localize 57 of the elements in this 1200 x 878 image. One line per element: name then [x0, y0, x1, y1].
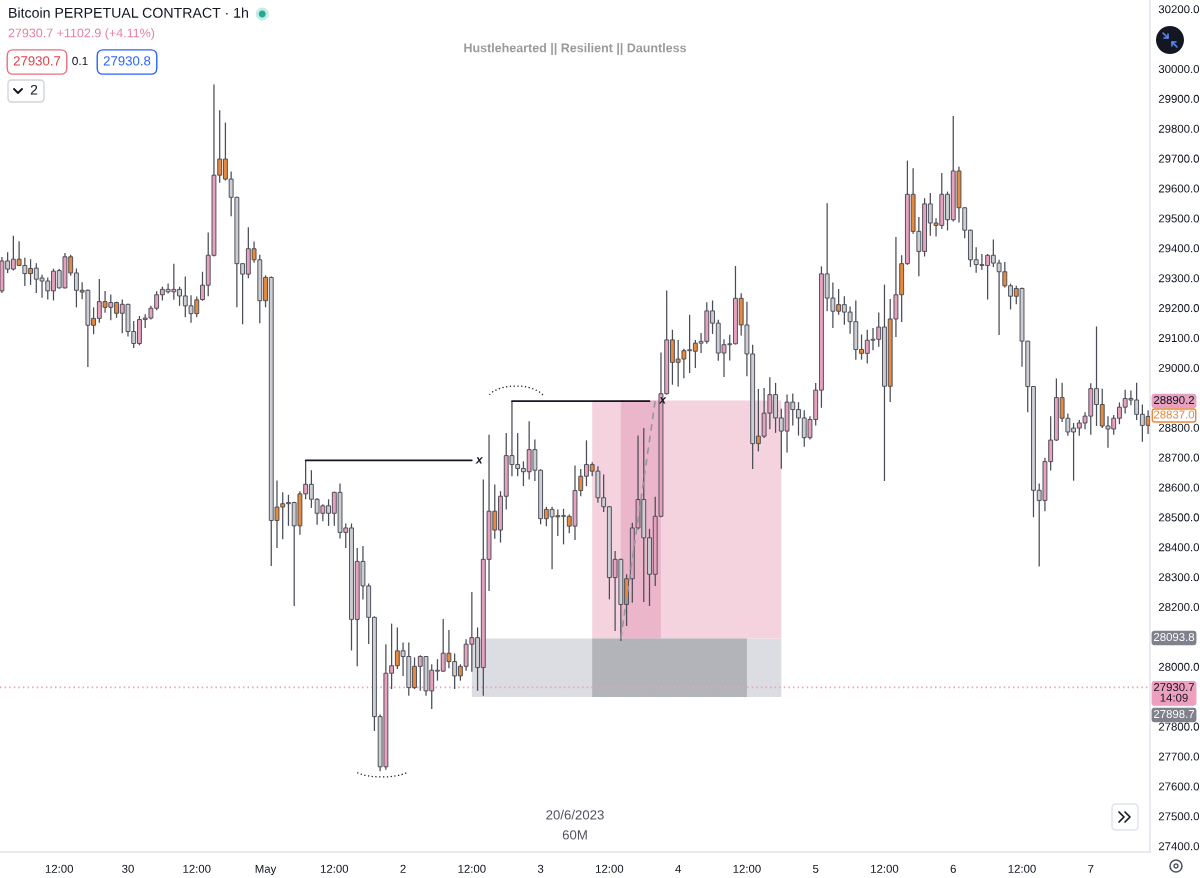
y-tick-label: 29500.0 — [1158, 214, 1200, 223]
text: 27930.7 +1102.9 (+4.11%) — [8, 28, 155, 40]
chart-title: Bitcoin PERPETUAL CONTRACT · 1h — [9, 7, 248, 18]
y-tick-label: 28800.0 — [1158, 423, 1200, 432]
y-tick-label: 29200.0 — [1158, 304, 1200, 313]
y-tick-label: 27700.0 — [1158, 752, 1200, 761]
y-tick-label: 29600.0 — [1158, 184, 1200, 193]
y-tick-label: 28700.0 — [1158, 453, 1200, 462]
x-tick-label: 12:00 — [45, 864, 74, 873]
y-tick-label: 29800.0 — [1158, 124, 1200, 133]
y-tick-label: 27600.0 — [1158, 782, 1200, 791]
x-tick-label: 4 — [675, 864, 681, 873]
y-tick-label: 29300.0 — [1158, 274, 1200, 283]
y-tick-label: 29100.0 — [1158, 333, 1200, 343]
text: 28837.0 — [1153, 410, 1195, 419]
annotation: 20/6/2023 — [546, 809, 604, 820]
annotation: Hustlehearted || Resilient || Dauntless — [464, 43, 687, 55]
x-tick-label: 12:00 — [596, 864, 624, 873]
annotation: x — [658, 397, 667, 404]
y-tick-label: 28600.0 — [1158, 483, 1200, 492]
y-tick-label: 29900.0 — [1158, 94, 1200, 103]
y-tick-label: 28400.0 — [1158, 543, 1200, 552]
x-tick-label: 12:00 — [183, 864, 211, 873]
x-tick-label: 12:00 — [733, 864, 761, 873]
x-tick-label: 12:00 — [320, 864, 349, 873]
y-tick-label: 27500.0 — [1158, 812, 1200, 821]
x-tick-label: 6 — [950, 864, 956, 873]
annotation: 0.1 — [72, 56, 88, 66]
x-tick-label: 30 — [122, 864, 134, 873]
y-tick-label: 30200.0 — [1158, 5, 1200, 14]
y-tick-label: 28500.0 — [1158, 513, 1200, 522]
y-tick-label: 28300.0 — [1158, 573, 1200, 582]
y-tick-label: 29000.0 — [1158, 363, 1200, 372]
y-tick-label: 27400.0 — [1158, 842, 1200, 851]
annotation: 27930.7 — [13, 56, 61, 66]
y-tick-label: 28000.0 — [1158, 662, 1200, 671]
x-tick-label: 12:00 — [871, 864, 899, 873]
x-tick-label: 7 — [1088, 864, 1094, 873]
ref-line-label: 27930.7 14:09 — [1153, 683, 1195, 702]
x-tick-label: 3 — [537, 864, 544, 873]
x-tick-label: 12:00 — [458, 864, 486, 873]
x-tick-label: 5 — [812, 864, 819, 873]
y-tick-label: 28200.0 — [1158, 603, 1200, 612]
y-tick-label: 30000.0 — [1158, 64, 1200, 73]
x-tick-label: 12:00 — [1008, 864, 1036, 873]
annotation: x — [475, 457, 483, 464]
text: 28890.2 — [1153, 395, 1195, 405]
y-tick-label: 29700.0 — [1158, 154, 1200, 163]
text: 28093.8 — [1153, 632, 1195, 642]
annotation: 2 — [30, 84, 38, 95]
y-tick-label: 27800.0 — [1158, 722, 1200, 731]
x-tick-label: 2 — [400, 864, 406, 873]
annotation: 60M — [562, 830, 587, 840]
text: 27898.7 — [1153, 709, 1195, 719]
y-tick-label: 29400.0 — [1158, 244, 1200, 253]
annotation: 27930.8 — [103, 56, 151, 66]
x-tick-label: May — [255, 864, 277, 876]
